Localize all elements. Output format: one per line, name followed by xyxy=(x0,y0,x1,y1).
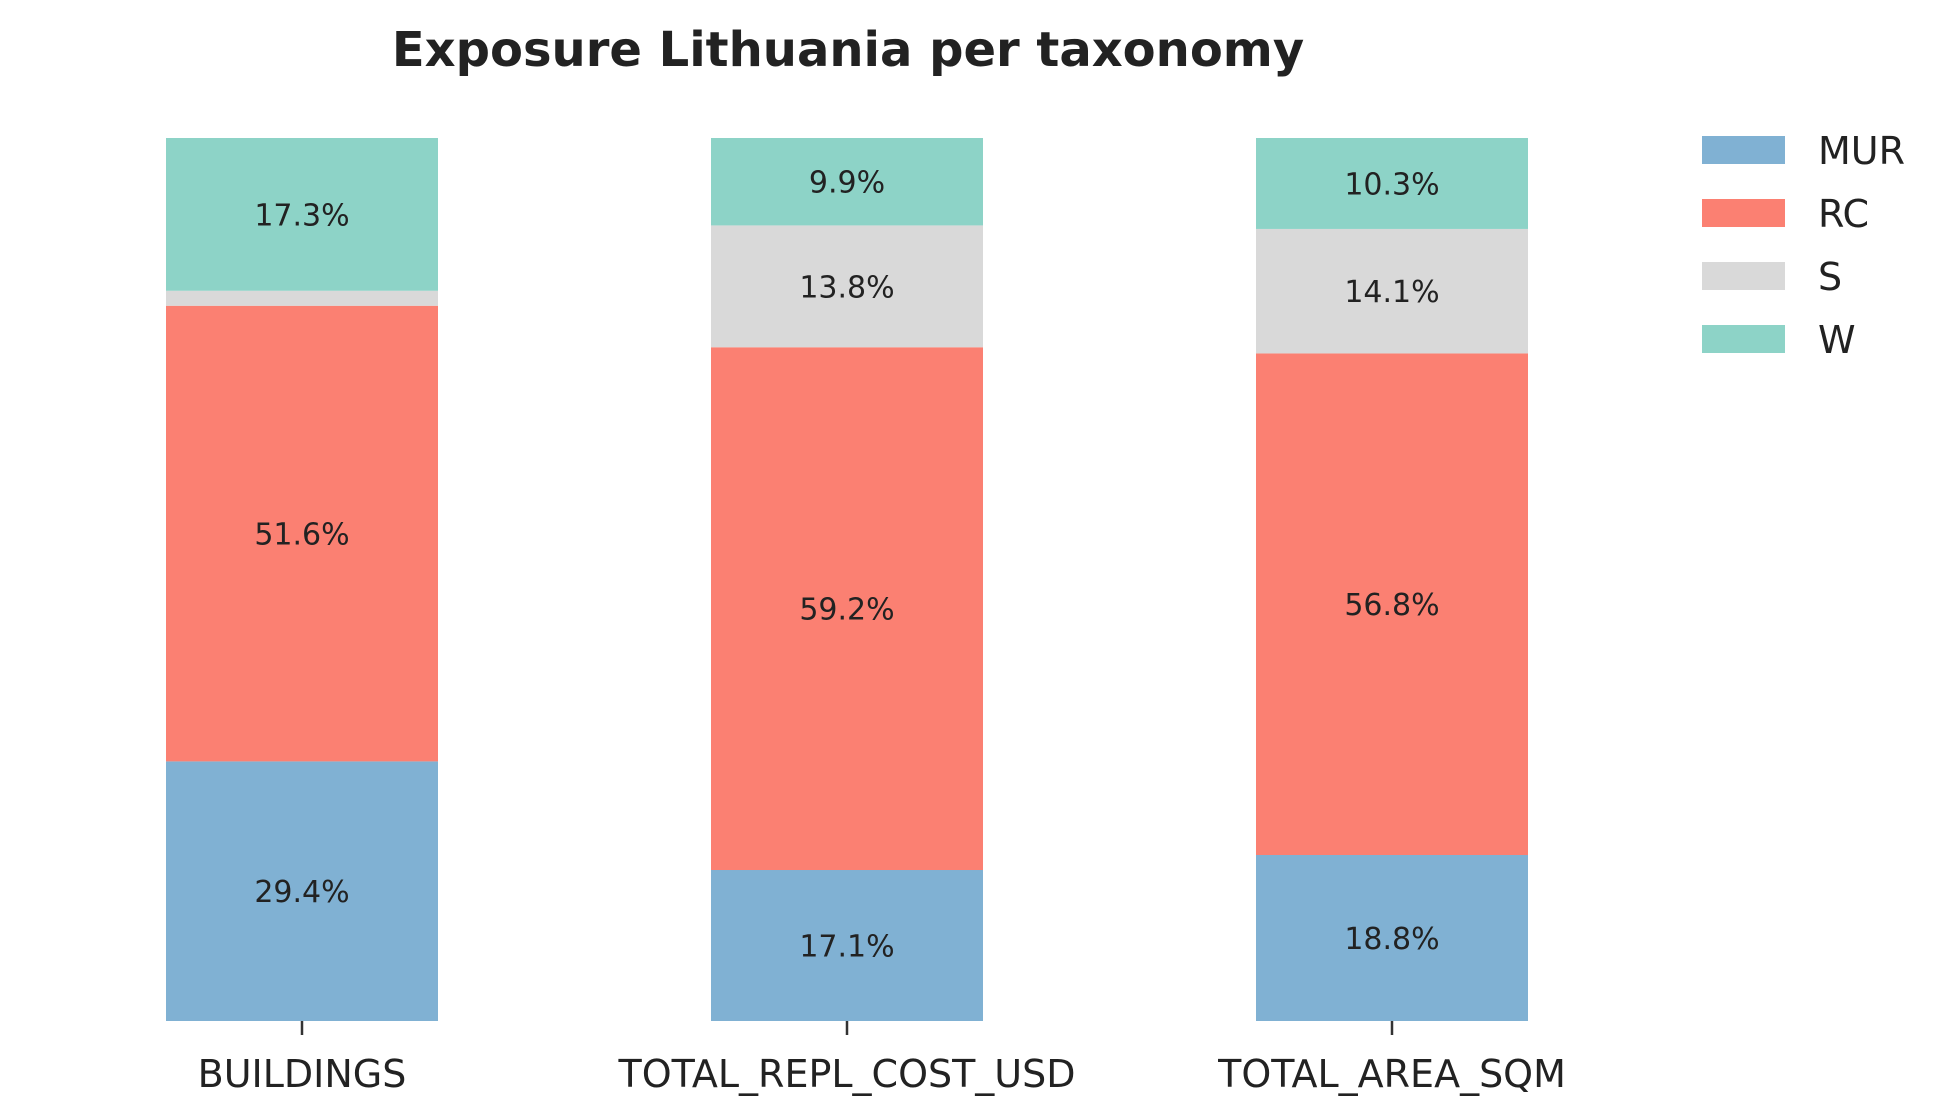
data-label-total-repl-cost-usd-w: 9.9% xyxy=(809,166,885,201)
x-tick-label-buildings: BUILDINGS xyxy=(198,1052,407,1096)
x-tick-label-total-area-sqm: TOTAL_AREA_SQM xyxy=(1217,1052,1566,1096)
bar-buildings-rc xyxy=(166,305,438,762)
legend: MUR RC SW xyxy=(1702,129,1905,362)
legend-swatch-rc xyxy=(1702,199,1785,227)
bar-total-repl-cost-usd-rc xyxy=(711,347,983,871)
legend-swatch-mur xyxy=(1702,136,1785,164)
data-label-total-repl-cost-usd-mur: 17.1% xyxy=(799,930,894,965)
segment-labels-group: 29.4% 51.6% 17.3% 17.1% 59.2% 13.8% 9.9% 18.8% 5… xyxy=(254,166,1439,965)
data-label-total-area-sqm-mur: 18.8% xyxy=(1344,922,1439,957)
data-label-total-area-sqm-rc: 56.8% xyxy=(1344,588,1439,623)
legend-label-rc: RC xyxy=(1818,192,1869,236)
bar-buildings-w xyxy=(166,138,438,291)
legend-swatch-s xyxy=(1702,262,1785,290)
bar-total-area-sqm-w xyxy=(1256,138,1528,229)
bar-total-repl-cost-usd-w xyxy=(711,138,983,226)
legend-swatch-w xyxy=(1702,325,1785,353)
data-label-total-area-sqm-w: 10.3% xyxy=(1344,167,1439,202)
bar-total-area-sqm-rc xyxy=(1256,353,1528,855)
bars-group xyxy=(166,138,1528,1021)
x-tick-label-total-repl-cost-usd: TOTAL_REPL_COST_USD xyxy=(617,1052,1075,1096)
bar-buildings-mur xyxy=(166,761,438,1021)
data-label-buildings-w: 17.3% xyxy=(254,198,349,233)
bar-total-area-sqm-mur xyxy=(1256,854,1528,1021)
chart-title: Exposure Lithuania per taxonomy xyxy=(392,22,1304,78)
bar-total-repl-cost-usd-s xyxy=(711,225,983,348)
x-axis: BUILDINGS TOTAL_REPL_COST_USD TOTAL_AREA_S… xyxy=(198,1021,1566,1096)
bar-total-area-sqm-s xyxy=(1256,228,1528,354)
bar-buildings-s xyxy=(166,290,438,306)
data-label-total-repl-cost-usd-s: 13.8% xyxy=(799,270,894,305)
bar-total-repl-cost-usd-mur xyxy=(711,870,983,1021)
data-label-total-repl-cost-usd-rc: 59.2% xyxy=(799,593,894,628)
data-label-total-area-sqm-s: 14.1% xyxy=(1344,275,1439,310)
legend-label-mur: MUR xyxy=(1818,129,1905,173)
data-label-buildings-mur: 29.4% xyxy=(254,875,349,910)
legend-label-s: S xyxy=(1818,255,1842,299)
legend-label-w: W xyxy=(1818,318,1856,362)
data-label-buildings-rc: 51.6% xyxy=(254,518,349,553)
